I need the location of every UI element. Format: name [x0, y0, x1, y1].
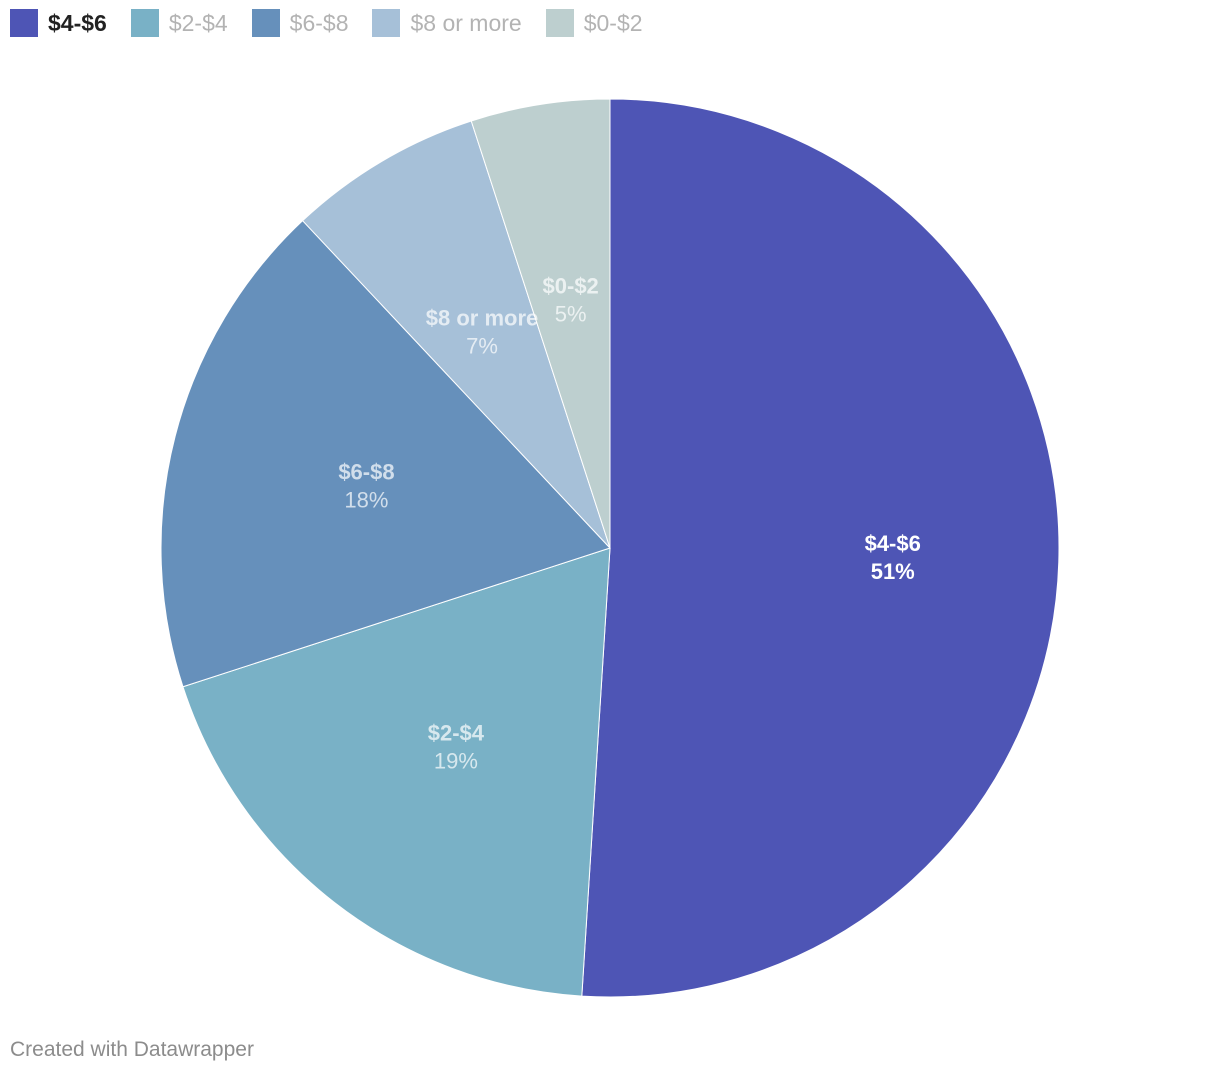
legend-item-4-6[interactable]: $4-$6 — [10, 9, 107, 37]
legend-swatch — [130, 9, 159, 37]
legend-swatch — [10, 9, 38, 37]
legend-swatch — [372, 9, 401, 37]
pie-slice-0-2[interactable] — [470, 98, 611, 549]
legend-label: $8 or more — [410, 9, 522, 36]
legend-swatch — [545, 9, 574, 37]
pie-slice-8-or-more[interactable] — [301, 120, 611, 549]
legend-label: $6-$8 — [289, 9, 349, 36]
legend-label: $2-$4 — [168, 9, 228, 36]
legend-item-6-8[interactable]: $6-$8 — [251, 9, 349, 37]
slice-label: $6-$8 — [338, 459, 394, 484]
legend-item-0-2[interactable]: $0-$2 — [545, 9, 643, 37]
legend-label: $4-$6 — [48, 9, 107, 36]
pie-chart: $4-$6 51% $2-$4 19% $6-$8 18% $8 or more 7% $0-$… — [160, 98, 1060, 998]
slice-value-label: 19% — [434, 749, 478, 774]
slice-value-label: 7% — [466, 334, 498, 359]
slice-value-label: 5% — [555, 302, 587, 327]
legend-label: $0-$2 — [583, 9, 643, 36]
slice-label: $0-$2 — [543, 274, 599, 299]
pie-slice-2-4[interactable] — [182, 547, 611, 997]
legend-item-2-4[interactable]: $2-$4 — [130, 9, 228, 37]
slice-label: $4-$6 — [865, 531, 921, 556]
slice-label: $8 or more — [426, 306, 539, 331]
chart-legend: $4-$6 $2-$4 $6-$8 $8 or more $0-$2 — [10, 8, 667, 38]
pie-slices — [160, 98, 1060, 998]
datawrapper-credit: Created with Datawrapper — [10, 1038, 254, 1061]
slice-value-label: 18% — [344, 487, 388, 512]
pie-slice-6-8[interactable] — [160, 219, 611, 688]
legend-item-8-or-more[interactable]: $8 or more — [372, 9, 522, 37]
pie-slice-4-6[interactable] — [581, 98, 1060, 998]
slice-value-label: 51% — [871, 559, 915, 584]
slice-label: $2-$4 — [428, 721, 485, 746]
legend-swatch — [251, 9, 280, 37]
pie-slice-labels: $4-$6 51% $2-$4 19% $6-$8 18% $8 or more 7% $0-$… — [338, 274, 921, 774]
